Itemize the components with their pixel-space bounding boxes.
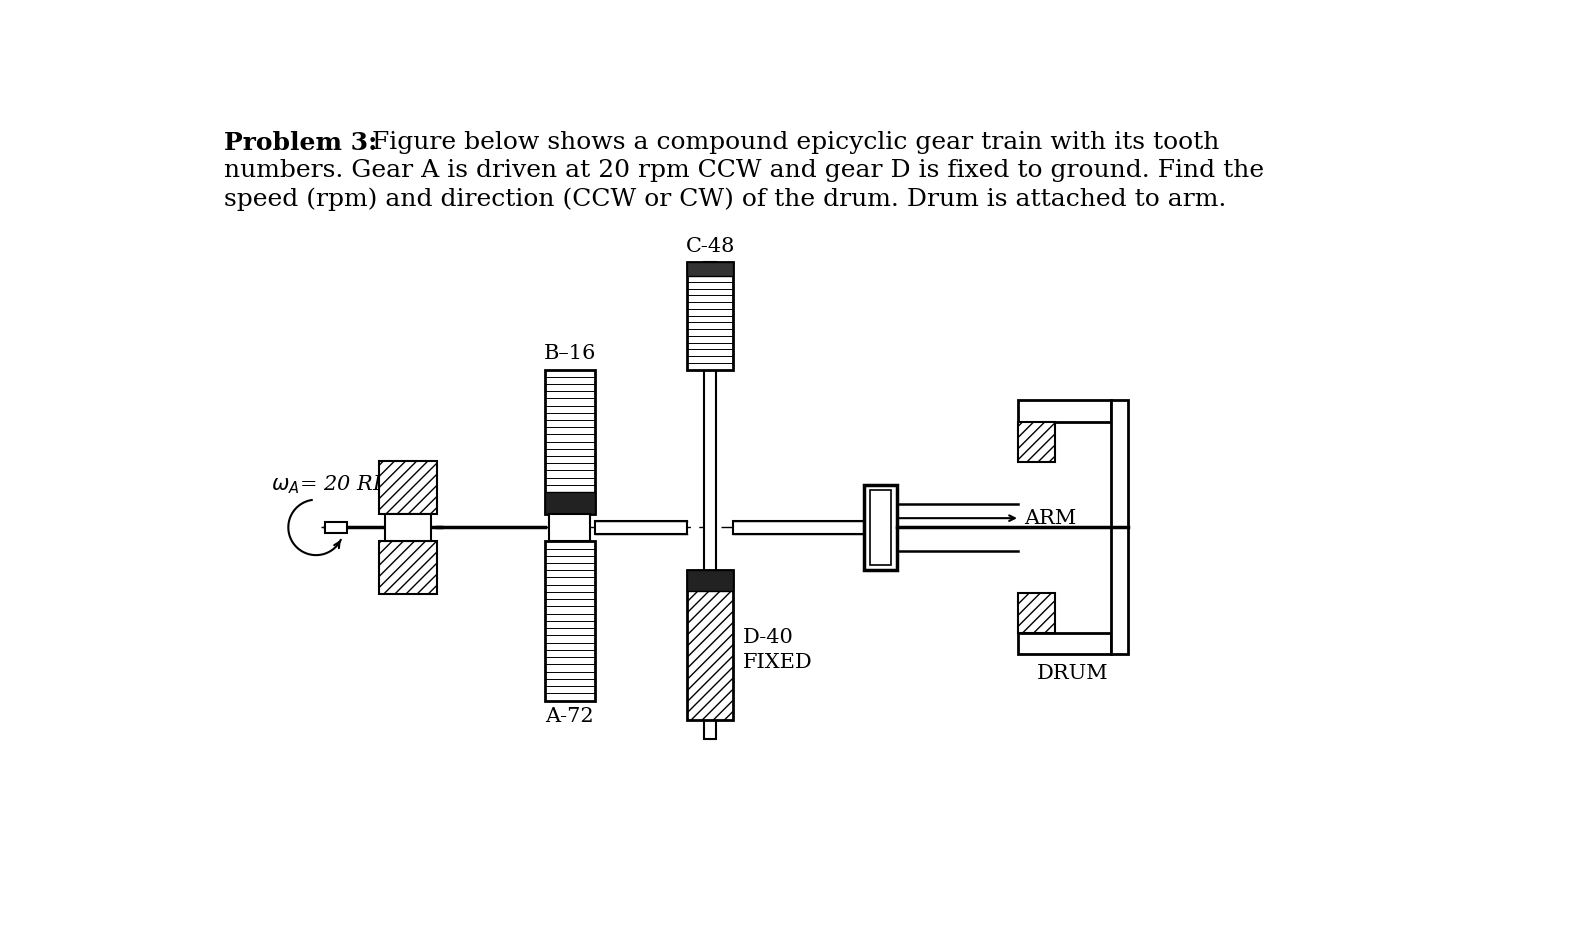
Bar [545,369,594,513]
Bar [379,541,437,593]
Text: speed (rpm) and direction (CCW or CW) of the drum. Drum is attached to arm.: speed (rpm) and direction (CCW or CW) of… [223,188,1227,211]
Text: B–16: B–16 [544,344,596,364]
Text: numbers. Gear A is driven at 20 rpm CCW and gear D is fixed to ground. Find the: numbers. Gear A is driven at 20 rpm CCW … [223,159,1263,182]
Bar [1018,592,1056,633]
Text: A-72: A-72 [545,707,594,725]
Bar [688,570,734,591]
Text: $\omega_A$= 20 RPM: $\omega_A$= 20 RPM [271,473,411,497]
Bar [688,261,734,275]
Bar [594,521,688,534]
Bar [1018,422,1056,462]
Text: FIXED: FIXED [743,654,813,672]
Bar [1018,400,1111,422]
Text: D-40: D-40 [743,628,794,647]
Bar [688,570,734,720]
Text: ARM: ARM [1024,509,1076,527]
Bar [325,522,347,533]
Bar [379,461,437,513]
Bar [385,513,431,541]
Text: DRUM: DRUM [1037,664,1110,683]
Bar [734,521,864,534]
Bar [1018,592,1056,633]
Bar [545,492,594,513]
Bar [379,461,437,513]
Text: Problem 3:: Problem 3: [223,131,377,155]
Bar [1018,633,1111,655]
Bar [1111,400,1127,655]
Bar [870,490,891,565]
Bar [1018,422,1056,462]
Bar [688,261,734,369]
Text: C-48: C-48 [686,236,735,256]
Bar [864,485,897,570]
Bar [379,541,437,593]
Text: Figure below shows a compound epicyclic gear train with its tooth: Figure below shows a compound epicyclic … [365,131,1219,153]
Bar [704,261,716,739]
Bar [550,513,590,541]
Bar [545,541,594,700]
Bar [688,570,734,720]
